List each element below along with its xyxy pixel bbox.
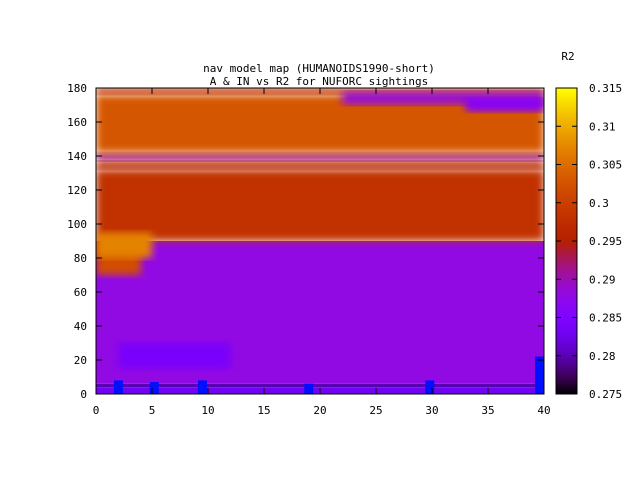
x-tick-label: 15: [257, 404, 270, 417]
y-tick-label: 20: [74, 354, 87, 367]
colorbar-label: R2: [561, 50, 574, 63]
colorbar-tick-label: 0.3: [589, 197, 609, 210]
y-tick-label: 100: [67, 218, 87, 231]
colorbar-tick-label: 0.305: [589, 159, 622, 172]
x-tick-label: 25: [369, 404, 382, 417]
y-tick-label: 0: [80, 388, 87, 401]
y-tick-label: 60: [74, 286, 87, 299]
x-tick-label: 40: [537, 404, 550, 417]
marker-bar-4: [425, 380, 435, 394]
marker-bar-2: [197, 380, 207, 394]
plot-area: [96, 88, 544, 394]
x-tick-label: 20: [313, 404, 326, 417]
x-tick-label: 10: [201, 404, 214, 417]
marker-bar-1: [149, 382, 159, 394]
x-axis: 0 5 10 15 20 25 30 35 40: [93, 88, 551, 417]
x-tick-label: 0: [93, 404, 100, 417]
heatmap-region-3: [118, 343, 231, 369]
x-tick-label: 30: [425, 404, 438, 417]
heatmap-region-7: [96, 161, 544, 170]
marker-bar-5: [535, 356, 544, 394]
y-tick-label: 40: [74, 320, 87, 333]
heatmap-region-5: [96, 169, 544, 241]
y-axis: 0 20 40 60 80 100 120 140 160 180: [67, 82, 544, 401]
colorbar-tick-label: 0.295: [589, 235, 622, 248]
y-tick-label: 140: [67, 150, 87, 163]
chart-title-line1: nav model map (HUMANOIDS1990-short): [203, 62, 435, 75]
colorbar-axis: 0.275 0.28 0.285 0.29 0.295 0.3 0.305 0.31 0.315: [556, 82, 622, 401]
colorbar-tick-label: 0.315: [589, 82, 622, 95]
colorbar-tick-label: 0.28: [589, 350, 616, 363]
colorbar-tick-label: 0.285: [589, 312, 622, 325]
chart-title-line2: A & IN vs R2 for NUFORC sightings: [210, 75, 429, 88]
marker-bar-0: [113, 380, 123, 394]
y-tick-label: 120: [67, 184, 87, 197]
y-tick-label: 160: [67, 116, 87, 129]
y-tick-label: 80: [74, 252, 87, 265]
colorbar-tick-label: 0.29: [589, 273, 616, 286]
heatmap-region-6: [96, 232, 152, 258]
x-tick-label: 35: [481, 404, 494, 417]
colorbar-tick-label: 0.275: [589, 388, 622, 401]
colorbar-tick-label: 0.31: [589, 120, 616, 133]
heatmap-region-8: [96, 152, 544, 162]
x-tick-label: 5: [149, 404, 156, 417]
y-tick-label: 180: [67, 82, 87, 95]
heatmap-region-12: [465, 98, 544, 112]
marker-bar-3: [304, 383, 314, 394]
heatmap-region-1: [96, 383, 544, 388]
